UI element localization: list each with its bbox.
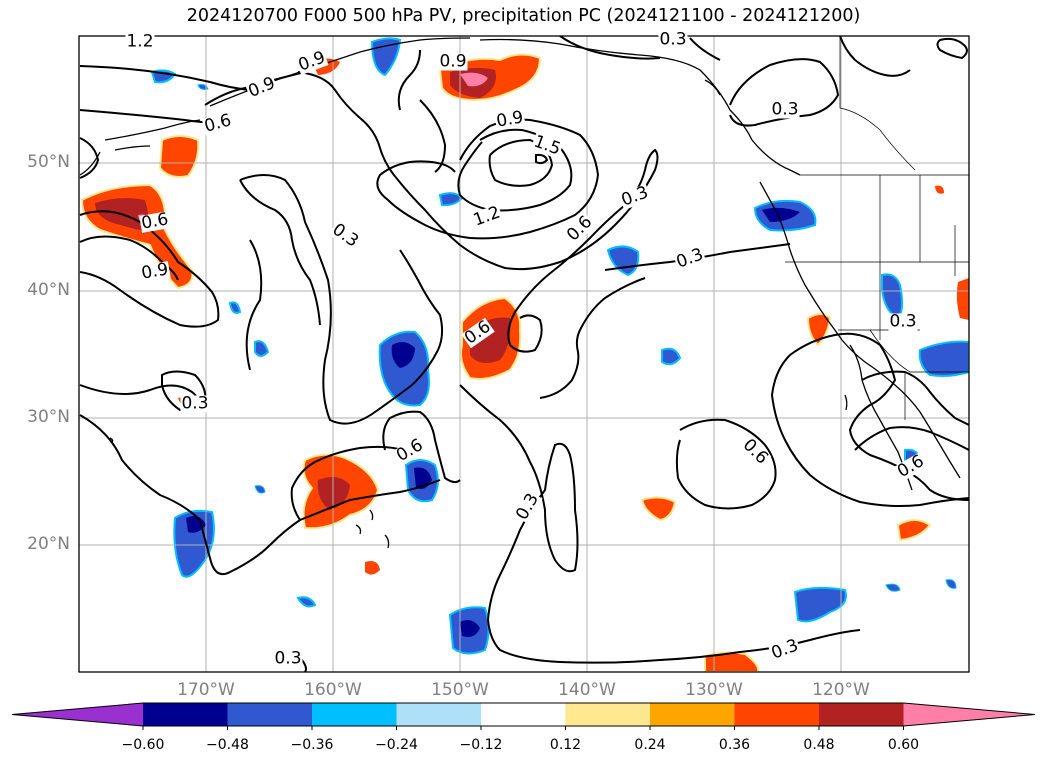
precip-negative-region: [228, 301, 242, 314]
colorbar-segment: [565, 703, 651, 726]
map-title: 2024120700 F000 500 hPa PV, precipitatio…: [186, 6, 861, 26]
precip-positive-region: [935, 185, 944, 194]
precip-negative-region: [793, 586, 847, 623]
colorbar-tick-label: −0.60: [121, 737, 165, 753]
precip-positive-region: [806, 313, 832, 347]
precip-strong-region: [317, 476, 350, 510]
precip-negative-region: [438, 192, 464, 207]
lat-label-30N: 30°N: [27, 407, 70, 427]
precip-positive-region: [704, 651, 760, 672]
lon-label-130W: 130°W: [685, 680, 743, 700]
lon-label-120W: 120°W: [812, 680, 870, 700]
colorbar-tick-label: −0.48: [206, 737, 249, 753]
colorbar-tick-label: −0.36: [290, 737, 334, 753]
colorbar-segment: [396, 703, 482, 726]
colorbar-tick-label: 0.60: [887, 737, 920, 753]
colorbar-segment: [312, 703, 397, 726]
graticule: [79, 36, 969, 672]
precip-negative-region: [173, 509, 215, 578]
precip-deep-negative-region: [762, 207, 800, 222]
colorbar-segment: [143, 703, 228, 726]
colorbar-tick-label: 0.36: [718, 737, 751, 753]
political-borders: [785, 36, 969, 420]
colorbar-arrow-min: [12, 703, 143, 726]
precip-negative-region: [918, 340, 969, 377]
colorbar-segment: [481, 703, 566, 726]
lat-label-50N: 50°N: [27, 152, 70, 172]
colorbar-segment: [227, 703, 313, 726]
contour-label: 0.3: [770, 99, 800, 120]
precip-positive-region: [640, 496, 677, 522]
contour-label: 0.3: [658, 29, 688, 50]
precip-positive-region: [896, 519, 932, 542]
contour-label: 0.3: [180, 393, 210, 414]
precip-deep-negative-region: [460, 620, 480, 637]
contour-label: 1.2: [125, 31, 155, 52]
precip-negative-region: [254, 485, 266, 494]
colorbar-tick-label: 0.24: [634, 737, 666, 753]
precip-positive-region: [365, 561, 380, 575]
precip-negative-region: [881, 273, 904, 320]
precip-peak-region: [460, 72, 488, 87]
precip-negative-region: [296, 596, 317, 608]
precip-positive-region: [158, 135, 200, 178]
colorbar-tick-label: 0.12: [549, 737, 582, 753]
lon-label-150W: 150°W: [431, 680, 489, 700]
contour-label: 0.6: [139, 209, 171, 234]
contour-label: 0.9: [139, 259, 171, 284]
precip-negative-region: [885, 583, 901, 592]
precip-negative-region: [254, 340, 270, 357]
contour-label: 0.9: [438, 51, 468, 72]
map-frame: [78, 35, 970, 673]
contour-label: 0.3: [273, 648, 303, 669]
colorbar-tick-label: −0.12: [459, 737, 503, 753]
lat-label-20N: 20°N: [27, 534, 70, 554]
lon-label-140W: 140°W: [558, 680, 616, 700]
colorbar-segment: [819, 703, 904, 726]
colorbar-tick-label: 0.48: [803, 737, 835, 753]
lon-label-170W: 170°W: [177, 680, 235, 700]
coastlines: [79, 37, 961, 549]
colorbar-segment: [734, 703, 820, 726]
precip-negative-region: [945, 579, 957, 589]
contour-label: 0.3: [888, 311, 918, 332]
colorbar-segment: [650, 703, 735, 726]
colorbar-arrow-max: [903, 703, 1035, 726]
lat-label-40N: 40°N: [27, 280, 70, 300]
colorbar-tick-label: −0.24: [375, 737, 418, 753]
precip-negative-region: [661, 347, 682, 366]
precip-deep-negative-region: [391, 342, 415, 368]
contour-label: 0.9: [494, 107, 526, 132]
colorbar: [11, 702, 1036, 730]
precip-negative-region: [606, 245, 640, 277]
lon-label-160W: 160°W: [304, 680, 362, 700]
precip-positive-region: [956, 278, 969, 320]
